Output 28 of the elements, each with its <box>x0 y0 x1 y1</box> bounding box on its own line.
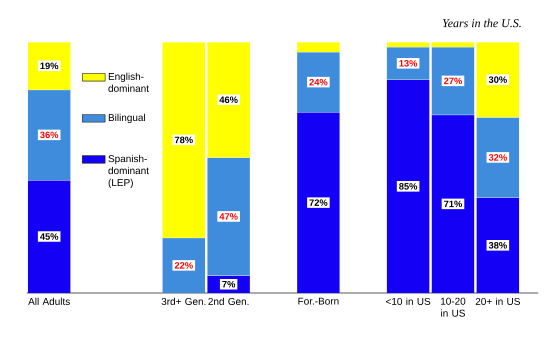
data-label: 71% <box>444 200 462 208</box>
text: Years in the U.S. <box>442 18 521 28</box>
data-label: 30% <box>488 76 507 83</box>
data-label: 72% <box>309 199 328 206</box>
x-tick-label: 20+ in US <box>476 298 520 306</box>
data-label: 45% <box>40 233 58 240</box>
data-label: 38% <box>488 242 507 249</box>
data-label: 32% <box>488 154 507 161</box>
data-label: 85% <box>399 183 418 190</box>
x-tick-label: 3rd+ Gen. <box>162 298 206 306</box>
data-label: 78% <box>174 136 193 144</box>
x-tick-label: <10 in US <box>386 298 430 306</box>
data-label: 36% <box>40 132 58 138</box>
x-tick-label: All Adults <box>28 298 70 306</box>
data-label: 27% <box>444 78 462 84</box>
data-label: 22% <box>174 262 193 269</box>
data-label: 46% <box>219 96 238 104</box>
x-tick-label: 2nd Gen. <box>208 298 248 306</box>
legend-label: English-dominant <box>108 72 149 92</box>
legend-label: Spanish-dominant (LEP) <box>108 154 149 188</box>
x-tick-label: For.-Born <box>298 298 338 305</box>
data-label: 19% <box>40 62 58 70</box>
data-label: 47% <box>219 213 238 220</box>
x-tick-label: 10-20 in US <box>440 298 466 317</box>
legend-label: Bilingual <box>108 114 145 124</box>
data-label: 24% <box>309 78 328 86</box>
data-label: 7% <box>222 280 236 288</box>
data-label: 13% <box>399 60 418 67</box>
